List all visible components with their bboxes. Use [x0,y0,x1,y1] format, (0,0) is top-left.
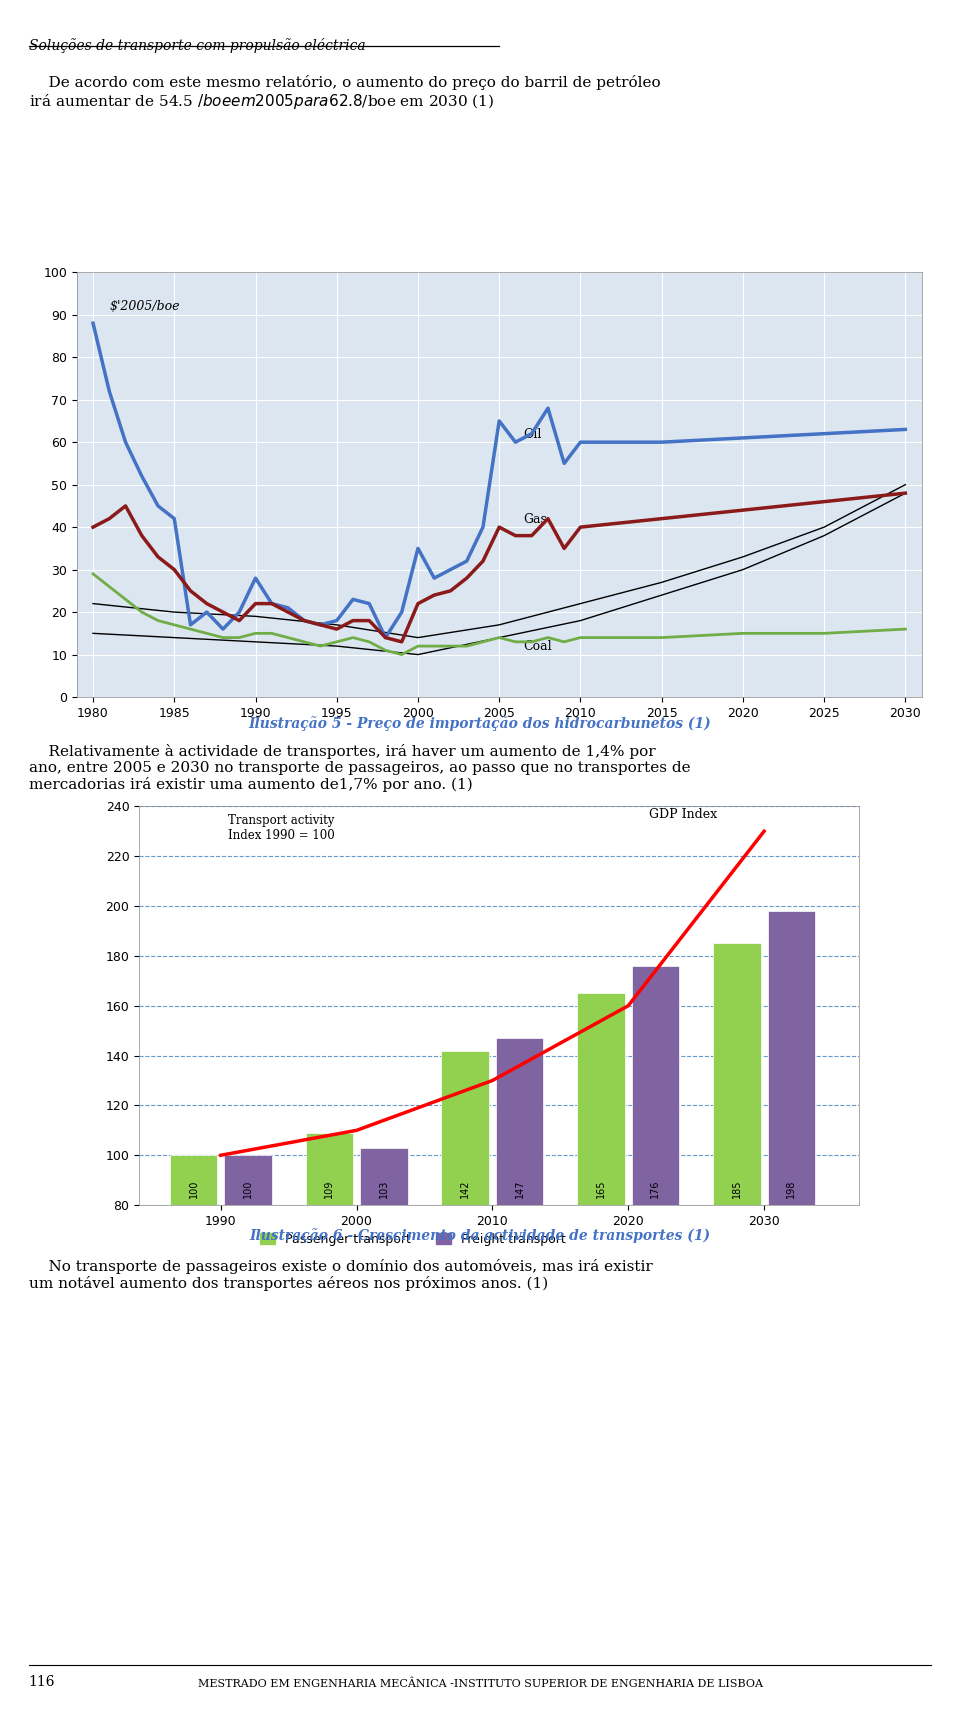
Text: Ilustração 5 - Preço de importação dos hidrocarbunetos (1): Ilustração 5 - Preço de importação dos h… [249,716,711,732]
Text: Coal: Coal [523,640,552,654]
Text: GDP Index: GDP Index [649,808,717,822]
Text: 165: 165 [596,1179,606,1198]
Text: $'2005/boe: $'2005/boe [109,300,180,314]
Bar [767,910,815,1405]
Legend: Passenger transport, Freight transport: Passenger transport, Freight transport [255,1228,570,1250]
Bar [170,1155,217,1405]
Bar [224,1155,272,1405]
Text: 142: 142 [460,1179,470,1198]
Text: De acordo com este mesmo relatório, o aumento do preço do barril de petróleo
irá: De acordo com este mesmo relatório, o au… [29,75,660,111]
Text: Gas: Gas [523,513,547,525]
Bar [577,994,625,1405]
Text: 109: 109 [324,1179,334,1198]
Text: 100: 100 [243,1179,252,1198]
Text: 103: 103 [379,1179,389,1198]
Text: 198: 198 [786,1179,796,1198]
Text: 185: 185 [732,1179,742,1198]
Text: 116: 116 [29,1675,56,1689]
Text: 176: 176 [651,1179,660,1198]
Text: 147: 147 [515,1179,524,1198]
Bar [632,966,679,1405]
Text: No transporte de passageiros existe o domínio dos automóveis, mas irá existir
um: No transporte de passageiros existe o do… [29,1259,653,1292]
Bar [305,1132,353,1405]
Text: Relativamente à actividade de transportes, irá haver um aumento de 1,4% por
ano,: Relativamente à actividade de transporte… [29,744,690,792]
Bar [495,1039,543,1405]
Bar [360,1148,407,1405]
Bar [442,1051,489,1405]
Text: Transport activity
Index 1990 = 100: Transport activity Index 1990 = 100 [228,813,334,841]
Text: Ilustração 6 - Crescimento da actividade de transportes (1): Ilustração 6 - Crescimento da actividade… [250,1228,710,1243]
Text: MESTRADO EM ENGENHARIA MECÂNICA -INSTITUTO SUPERIOR DE ENGENHARIA DE LISBOA: MESTRADO EM ENGENHARIA MECÂNICA -INSTITU… [198,1679,762,1689]
Text: Oil: Oil [523,428,542,440]
Text: 100: 100 [188,1179,199,1198]
Text: Soluções de transporte com propulsão eléctrica: Soluções de transporte com propulsão elé… [29,38,366,54]
Bar [713,943,760,1405]
